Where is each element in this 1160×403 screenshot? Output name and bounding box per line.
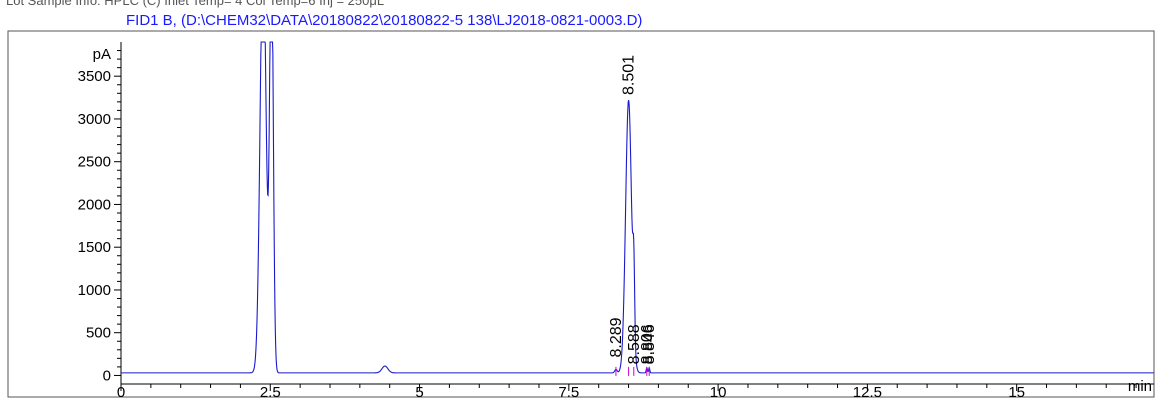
y-tick-label: 500	[86, 325, 111, 342]
x-axis-label: min	[1128, 378, 1152, 395]
x-tick-label: 0	[117, 384, 125, 401]
x-tick-label: 10	[710, 384, 727, 401]
chart-title: FID1 B, (D:\CHEM32\DATA\20180822\2018082…	[126, 12, 643, 29]
peak-label: 8.846	[641, 324, 658, 364]
y-tick-label: 1000	[78, 282, 111, 299]
y-tick-label: 2000	[78, 196, 111, 213]
peak-label: 8.289	[608, 317, 625, 357]
y-tick-label: 3500	[78, 68, 111, 85]
peak-label: 8.588	[626, 324, 643, 364]
x-tick-label: 15	[1008, 384, 1025, 401]
y-axis-label: pA	[93, 46, 111, 63]
x-tick-label: 7.5	[558, 384, 579, 401]
y-tick-label: 3000	[78, 111, 111, 128]
x-tick-label: 12.5	[853, 384, 882, 401]
y-tick-label: 2500	[78, 154, 111, 171]
chart-frame	[7, 30, 1155, 398]
x-tick-label: 5	[415, 384, 423, 401]
y-tick-label: 0	[103, 367, 111, 384]
peak-label: 8.806	[639, 324, 656, 364]
peak-label: 8.501	[621, 55, 638, 95]
x-tick-label: 2.5	[260, 384, 281, 401]
y-tick-label: 1500	[78, 239, 111, 256]
header-partial-text: Lot Sample Info: HPLC (C) Inlet Temp= 4 …	[6, 0, 385, 8]
chromatogram-trace	[121, 41, 1154, 374]
